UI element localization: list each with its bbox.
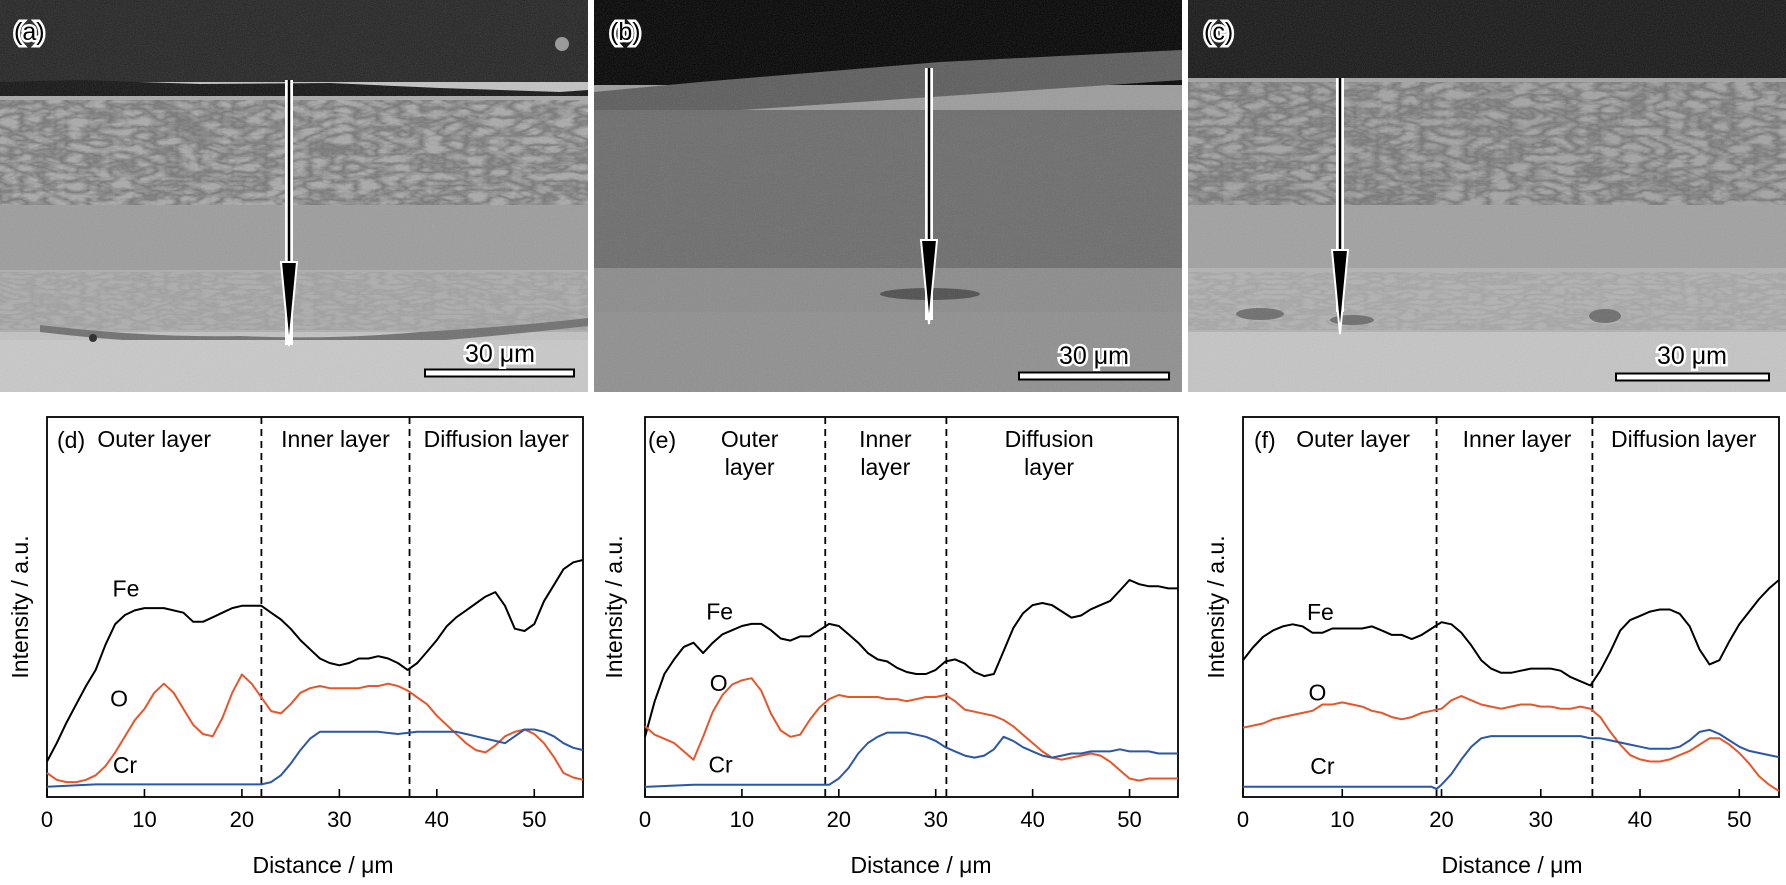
x-tick-label: 30 <box>327 807 351 832</box>
gutter <box>1182 0 1188 392</box>
panel-label-e: (e) <box>648 427 676 453</box>
panel-label-f: (f) <box>1254 427 1276 453</box>
series-label-cr: Cr <box>708 751 733 777</box>
panel-label-b: (b) <box>610 18 641 46</box>
series-label-o: O <box>110 686 128 712</box>
micrograph-a <box>0 0 588 392</box>
x-tick-label: 30 <box>923 807 947 832</box>
series-label-fe: Fe <box>706 599 733 625</box>
series-label-cr: Cr <box>1310 753 1335 779</box>
gutter <box>588 0 594 392</box>
plot-frame <box>1242 416 1780 798</box>
region-label: Outer layer <box>1296 426 1410 452</box>
arrowhead-icon <box>1330 249 1350 335</box>
x-tick-label: 10 <box>730 807 754 832</box>
panel-label-a: (a) <box>14 18 45 46</box>
y-axis-label: Intensity / a.u. <box>7 535 33 678</box>
region-label: Diffusion layer <box>424 426 570 452</box>
x-tick-label: 40 <box>1020 807 1044 832</box>
x-tick-label: 10 <box>132 807 156 832</box>
panel-label-c: (c) <box>1204 18 1233 46</box>
plot-e-data: 0 10 20 30 40 50OuterlayerInnerlayerDiffusion… <box>639 417 1178 832</box>
micrograph-c <box>1188 0 1786 392</box>
plot-e: 0 10 20 30 40 50OuterlayerInnerlayerDiffusion… <box>601 416 1179 878</box>
arrowhead-icon <box>919 239 939 325</box>
scale-bar-label: 30 μm <box>465 340 535 368</box>
series-line-cr <box>1243 728 1780 790</box>
plot-frame <box>46 416 584 798</box>
x-tick-label: 40 <box>1628 807 1652 832</box>
region-label: Inner layer <box>281 426 390 452</box>
x-axis-label: Distance / μm <box>252 852 393 878</box>
micrograph-a-overlay: (a) 30 μm <box>12 16 575 378</box>
x-tick-label: 20 <box>1429 807 1453 832</box>
region-label: layer <box>725 454 775 480</box>
x-axis-label: Distance / μm <box>1441 852 1582 878</box>
series-label-o: O <box>1308 679 1326 705</box>
scale-bar-label: 30 μm <box>1657 342 1727 370</box>
plot-f-data: 0 10 20 30 40 50 Outer layer Inner layer Diffusi… <box>1237 417 1780 832</box>
x-tick-label: 20 <box>230 807 254 832</box>
series-line-o <box>644 677 1178 782</box>
series-line-fe <box>644 579 1178 738</box>
series-label-o: O <box>710 670 728 696</box>
x-tick-label: 40 <box>425 807 449 832</box>
x-tick-label: 20 <box>827 807 851 832</box>
plot-d-data: 0 10 20 30 40 50 Outer layer Inner layer Diffusi… <box>41 417 584 832</box>
y-axis-label: Intensity / a.u. <box>1203 535 1229 678</box>
series-line-o <box>1242 695 1780 792</box>
arrowhead-icon <box>279 261 299 347</box>
region-label: Inner layer <box>1463 426 1572 452</box>
x-axis-label: Distance / μm <box>850 852 991 878</box>
region-label: Inner <box>859 426 912 452</box>
x-tick-label: 30 <box>1529 807 1553 832</box>
x-tick-label: 0 <box>639 807 651 832</box>
series-line-fe <box>1242 579 1780 687</box>
scale-bar-label: 30 μm <box>1059 342 1129 370</box>
series-line-o <box>46 673 584 784</box>
region-label: Outer layer <box>97 426 211 452</box>
x-tick-label: 0 <box>41 807 53 832</box>
panel-label-d: (d) <box>57 427 85 453</box>
micrograph-c-overlay: (c) 30 μm <box>1202 16 1770 382</box>
plot-f: 0 10 20 30 40 50 Outer layer Inner layer Diffusi… <box>1203 416 1780 878</box>
plot-frame <box>644 416 1179 798</box>
x-tick-label: 50 <box>522 807 546 832</box>
plot-d: 0 10 20 30 40 50 Outer layer Inner layer Diffusi… <box>7 416 584 878</box>
series-label-fe: Fe <box>1307 599 1334 625</box>
x-tick-label: 10 <box>1330 807 1354 832</box>
series-line-cr <box>644 731 1178 788</box>
y-axis-label: Intensity / a.u. <box>601 535 627 678</box>
x-tick-label: 50 <box>1117 807 1141 832</box>
region-label: Diffusion <box>1005 426 1094 452</box>
micrograph-b-overlay: (b) 30 μm <box>608 16 1170 381</box>
region-label: layer <box>860 454 910 480</box>
region-label: Diffusion layer <box>1611 426 1757 452</box>
series-label-fe: Fe <box>113 576 140 602</box>
x-tick-label: 0 <box>1237 807 1249 832</box>
region-label: layer <box>1024 454 1074 480</box>
series-label-cr: Cr <box>113 752 138 778</box>
x-tick-label: 50 <box>1727 807 1751 832</box>
series-line-fe <box>46 559 584 762</box>
micrograph-b <box>594 0 1182 392</box>
series-line-cr <box>46 728 584 788</box>
region-label: Outer <box>721 426 779 452</box>
